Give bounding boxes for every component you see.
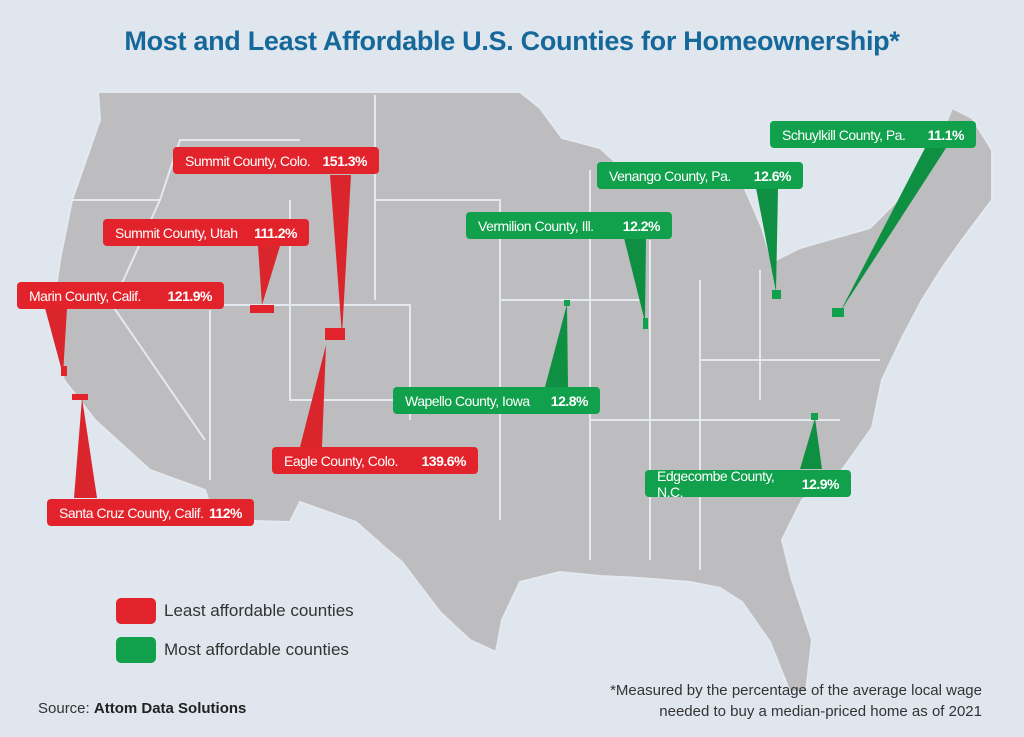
county-name: Summit County, Utah [115,224,238,241]
county-summit-utah [250,305,274,313]
county-name: Edgecombe County, N.C. [657,467,775,500]
county-santa-cruz [72,394,88,400]
county-value: 12.9% [801,475,840,492]
county-value: 139.6% [421,452,467,469]
map-title: Most and Least Affordable U.S. Counties … [124,26,900,56]
county-summit-colo [325,328,345,340]
legend-swatch-green [116,637,156,663]
county-name: Vermilion County, Ill. [478,217,594,234]
callout-marin: Marin County, Calif. 121.9% [17,282,224,309]
footnote: *Measured by the percentage of the avera… [610,680,982,722]
county-marin [61,366,67,376]
callout-edgecombe: Edgecombe County, N.C. 12.9% [645,467,851,500]
county-value: 12.2% [622,217,661,234]
pointer-venango [756,188,778,292]
county-name: Wapello County, Iowa [405,392,530,409]
county-name: Summit County, Colo. [185,152,311,169]
pointer-schuylkill [840,148,946,312]
source-label: Source: [38,700,90,717]
county-markers [61,290,844,420]
county-value: 12.6% [753,167,792,184]
legend-least: Least affordable counties [116,598,354,624]
pointer-summit-colo [330,175,351,335]
county-value: 11.1% [927,126,965,143]
county-value: 121.9% [167,287,213,304]
pointer-marin [45,308,67,375]
callout-wapello: Wapello County, Iowa 12.8% [393,387,600,414]
callout-eagle: Eagle County, Colo. 139.6% [272,447,478,474]
county-edgecombe [811,413,818,420]
footnote-line: needed to buy a median-priced home as of… [659,703,982,720]
county-name: Schuylkill County, Pa. [782,126,906,143]
county-value: 151.3% [322,152,368,169]
callout-schuylkill: Schuylkill County, Pa. 11.1% [770,121,976,148]
pointer-edgecombe [800,418,822,469]
county-vermilion [643,318,648,329]
pointer-vermilion [624,238,646,322]
callout-summit-utah: Summit County, Utah 111.2% [103,219,309,246]
pointer-summit-utah [258,246,280,305]
source-name: Attom Data Solutions [93,700,247,717]
legend-label: Most affordable counties [164,640,349,659]
county-value: 111.2% [254,224,297,241]
pointer-eagle [300,345,326,447]
county-name: Marin County, Calif. [29,287,141,304]
pointers [45,148,946,498]
pointer-wapello [545,304,568,387]
callout-summit-colo: Summit County, Colo. 151.3% [173,147,379,174]
county-value: 12.8% [550,392,589,409]
county-name: Eagle County, Colo. [284,452,398,469]
source: Source: Attom Data Solutions [38,700,246,717]
legend-label: Least affordable counties [164,601,354,620]
county-wapello [564,300,570,306]
county-schuylkill [832,308,844,317]
callout-santa-cruz: Santa Cruz County, Calif. 112% [47,499,254,526]
callout-vermilion: Vermilion County, Ill. 12.2% [466,212,672,239]
legend-swatch-red [116,598,156,624]
footnote-line: *Measured by the percentage of the avera… [610,682,982,699]
pointer-santa-cruz [74,398,97,498]
callout-venango: Venango County, Pa. 12.6% [597,162,803,189]
county-venango [772,290,781,299]
county-name: Santa Cruz County, Calif. [59,504,204,521]
county-value: 112% [208,504,243,521]
legend-most: Most affordable counties [116,637,349,663]
county-name: Venango County, Pa. [609,167,731,184]
